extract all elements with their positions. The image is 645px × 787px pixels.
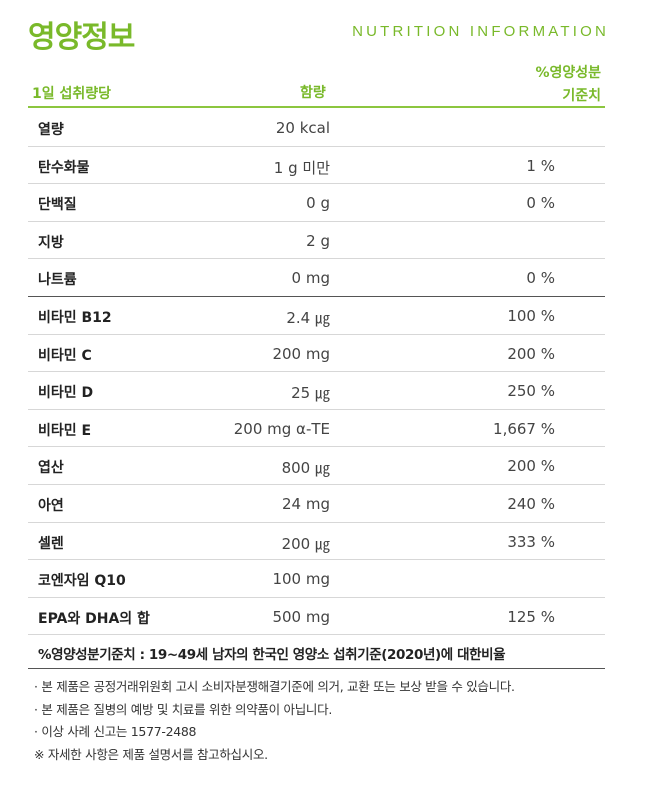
nutrient-percent: 0 % xyxy=(526,194,555,213)
nutrient-amount: 0 g xyxy=(306,194,330,213)
table-row: EPA와 DHA의 합 500 mg 125 % xyxy=(28,598,605,636)
nutrient-name: 코엔자임 Q10 xyxy=(38,573,126,590)
reference-footnote: %영양성분기준치 : 19~49세 남자의 한국인 영양소 섭취기준(2020년… xyxy=(28,632,605,669)
column-header-amount: 함량 xyxy=(300,85,326,101)
table-row: 비타민 B12 2.4 ㎍ 100 % xyxy=(28,297,605,335)
nutrient-amount: 100 mg xyxy=(272,570,330,589)
nutrient-amount: 20 kcal xyxy=(275,119,330,137)
notice-item: · 본 제품은 공정거래위원회 고시 소비자분쟁해결기준에 의거, 교환 또는 … xyxy=(34,679,515,694)
table-header: 1일 섭취량당 함량 %영양성분 기준치 xyxy=(28,60,605,108)
table-row: 열량 20 kcal xyxy=(28,109,605,147)
table-row: 비타민 E 200 mg α-TE 1,667 % xyxy=(28,410,605,448)
nutrient-name: 단백질 xyxy=(38,197,77,214)
nutrient-percent: 333 % xyxy=(507,532,555,551)
page-title-english: NUTRITION INFORMATION xyxy=(352,23,609,40)
table-row: 탄수화물 1 g 미만 1 % xyxy=(28,147,605,185)
nutrient-percent: 240 % xyxy=(507,494,555,513)
header: 영양정보 NUTRITION INFORMATION xyxy=(0,0,645,60)
nutrient-amount: 1 g 미만 xyxy=(273,158,330,177)
nutrient-percent: 1,667 % xyxy=(493,419,555,438)
nutrient-name: EPA와 DHA의 합 xyxy=(38,610,150,627)
nutrient-name: 탄수화물 xyxy=(38,159,90,176)
nutrient-amount: 200 mg α-TE xyxy=(233,419,330,438)
table-row: 지방 2 g xyxy=(28,222,605,260)
table-row: 셀렌 200 ㎍ 333 % xyxy=(28,523,605,561)
nutrient-amount: 25 ㎍ xyxy=(291,384,330,403)
nutrient-amount: 2.4 ㎍ xyxy=(286,308,330,327)
table-row: 코엔자임 Q10 100 mg xyxy=(28,560,605,598)
notice-item: · 본 제품은 질병의 예방 및 치료를 위한 의약품이 아닙니다. xyxy=(34,701,333,717)
table-row: 나트륨 0 mg 0 % xyxy=(28,259,605,297)
notice-item: ※ 자세한 사항은 제품 설명서를 참고하십시오. xyxy=(34,746,268,762)
notice-list: · 본 제품은 공정거래위원회 고시 소비자분쟁해결기준에 의거, 교환 또는 … xyxy=(34,676,624,766)
nutrient-amount: 500 mg xyxy=(272,607,330,626)
nutrient-percent: 100 % xyxy=(507,306,555,325)
nutrient-amount: 0 mg xyxy=(291,269,330,288)
nutrient-name: 나트륨 xyxy=(38,272,77,289)
table-row: 엽산 800 ㎍ 200 % xyxy=(28,447,605,485)
nutrient-amount: 800 ㎍ xyxy=(281,459,330,478)
table-row: 비타민 C 200 mg 200 % xyxy=(28,335,605,373)
nutrient-percent: 250 % xyxy=(507,382,555,401)
nutrient-name: 비타민 D xyxy=(38,385,94,402)
nutrient-amount: 200 ㎍ xyxy=(281,534,330,553)
nutrient-name: 비타민 B12 xyxy=(38,309,112,326)
nutrient-name: 아연 xyxy=(38,497,64,514)
nutrient-name: 셀렌 xyxy=(38,535,64,552)
nutrient-name: 지방 xyxy=(38,234,64,251)
table-row: 아연 24 mg 240 % xyxy=(28,485,605,523)
nutrient-percent: 200 % xyxy=(507,344,555,363)
table-row: 비타민 D 25 ㎍ 250 % xyxy=(28,372,605,410)
column-header-percent: %영양성분 기준치 xyxy=(481,62,601,108)
nutrient-amount: 24 mg xyxy=(282,494,330,513)
table-row: 단백질 0 g 0 % xyxy=(28,184,605,222)
nutrition-table: 열량 20 kcal 탄수화물 1 g 미만 1 % 단백질 0 g 0 % 지… xyxy=(28,109,605,636)
nutrient-name: 엽산 xyxy=(38,460,64,477)
nutrient-percent: 1 % xyxy=(526,156,555,175)
column-header-percent-line2: 기준치 xyxy=(562,88,601,104)
nutrient-name: 비타민 E xyxy=(38,422,92,439)
column-header-percent-line1: %영양성분 xyxy=(535,65,601,81)
nutrient-amount: 2 g xyxy=(306,231,330,250)
nutrient-name: 비타민 C xyxy=(38,347,92,364)
nutrient-percent: 200 % xyxy=(507,457,555,476)
notice-item: · 이상 사례 신고는 1577-2488 xyxy=(34,724,197,739)
column-header-serving: 1일 섭취량당 xyxy=(32,86,112,102)
reference-footnote-text: %영양성분기준치 : 19~49세 남자의 한국인 영양소 섭취기준(2020년… xyxy=(38,647,506,663)
nutrient-percent: 125 % xyxy=(507,607,555,626)
page-title: 영양정보 xyxy=(28,20,135,55)
nutrient-percent: 0 % xyxy=(526,269,555,288)
nutrient-amount: 200 mg xyxy=(272,344,330,363)
nutrient-name: 열량 xyxy=(38,122,64,138)
